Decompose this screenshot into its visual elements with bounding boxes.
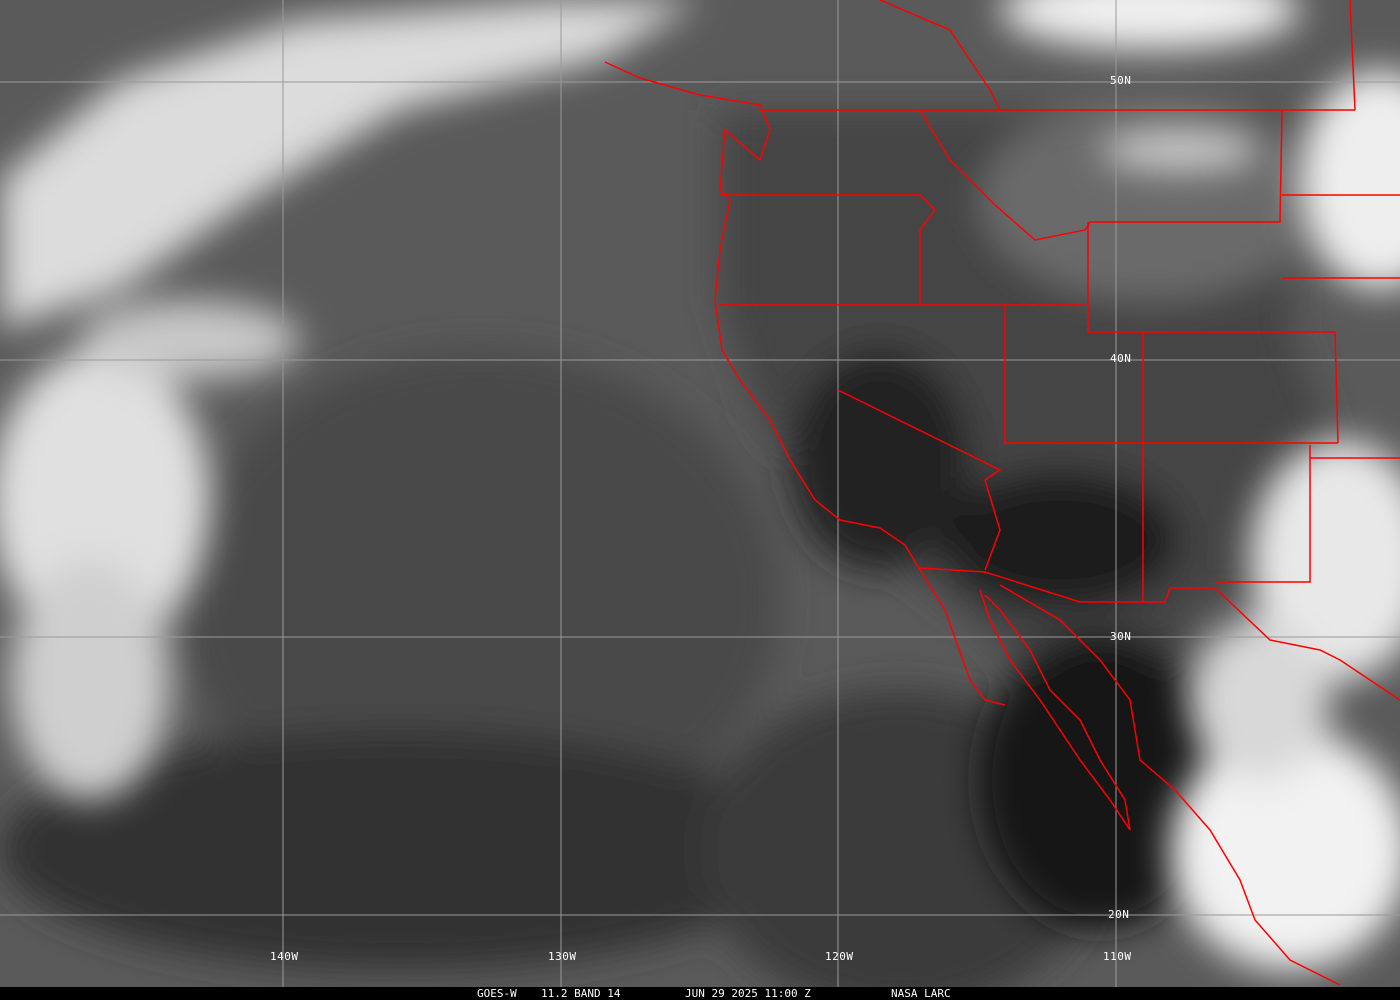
lon-label-140w: 140W (270, 950, 299, 963)
lat-label-40n: 40N (1110, 352, 1132, 365)
land-shading (720, 100, 1330, 930)
satellite-name: GOES-W (477, 987, 517, 1000)
lon-label-110w: 110W (1103, 950, 1132, 963)
ocean-shading (0, 350, 1100, 1000)
datetime-label: JUN 29 2025 11:00 Z (685, 987, 811, 1000)
credit-label: NASA LARC (891, 987, 951, 1000)
lat-label-30n: 30N (1110, 630, 1132, 643)
political-borders (604, 0, 1400, 986)
channel-label: 11.2 BAND 14 (541, 987, 621, 1000)
caption-bar: GOES-W 11.2 BAND 14 JUN 29 2025 11:00 Z … (0, 987, 1400, 1000)
mexico-border (919, 567, 1400, 701)
lat-label-20n: 20N (1108, 908, 1130, 921)
baja-coast (979, 589, 1131, 831)
lat-label-50n: 50N (1110, 74, 1132, 87)
lon-label-120w: 120W (825, 950, 854, 963)
coastline (604, 61, 1006, 706)
mexico-coast (999, 584, 1341, 986)
lon-label-130w: 130W (548, 950, 577, 963)
